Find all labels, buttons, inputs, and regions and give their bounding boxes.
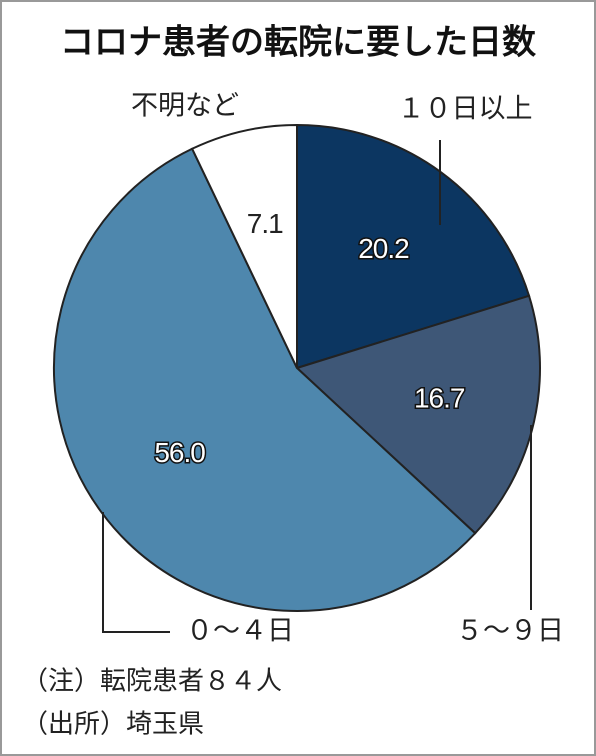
category-label: 不明など <box>131 91 239 122</box>
pie-slice <box>295 294 541 535</box>
category-label: １０日以上 <box>398 94 533 125</box>
value-label: 56.0 <box>154 437 205 468</box>
category-label: ０～４日 <box>186 616 294 647</box>
note: （注）転院患者８４人 <box>22 667 282 697</box>
pie-slice <box>296 123 531 370</box>
pie <box>53 123 541 612</box>
value-label: 20.2 <box>358 233 409 264</box>
chart-title: コロナ患者の転院に要した日数 <box>60 23 536 63</box>
pie-slice <box>190 123 298 369</box>
source: （出所）埼玉県 <box>22 710 204 740</box>
leader-line <box>102 512 170 633</box>
pie-slice <box>53 147 477 612</box>
category-label: ５～９日 <box>456 616 564 647</box>
value-label: 16.7 <box>414 383 465 414</box>
value-label: 7.1 <box>247 208 283 239</box>
